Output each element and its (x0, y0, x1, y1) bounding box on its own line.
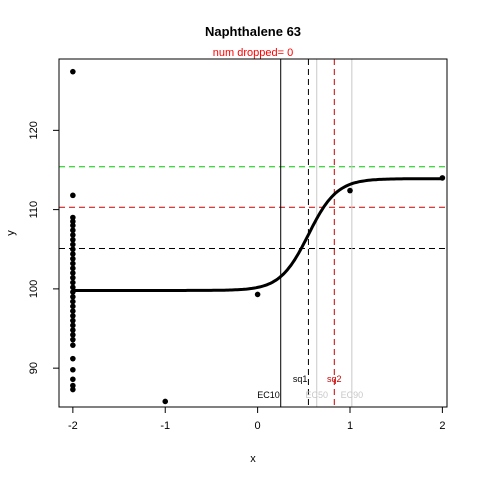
data-point (70, 342, 76, 348)
chart-title: Naphthalene 63 (205, 24, 301, 39)
plot-area: EC10 sq1 EC50 sq2 EC90 (59, 59, 447, 407)
x-tick-label: 0 (255, 420, 261, 432)
y-tick-label: 90 (28, 362, 40, 374)
x-tick-label: -2 (68, 420, 78, 432)
data-point (439, 175, 446, 181)
data-point (70, 222, 76, 229)
x-tick-label: 2 (439, 420, 445, 432)
x-tick-label: 1 (347, 420, 353, 432)
data-point (70, 68, 76, 75)
data-point (70, 386, 76, 393)
data-point (70, 241, 76, 248)
data-point (70, 322, 76, 329)
data-point (70, 279, 76, 286)
data-point (70, 313, 76, 319)
data-point (254, 291, 261, 298)
data-point (70, 218, 76, 225)
data-point (70, 270, 76, 276)
data-point (70, 227, 76, 234)
y-tick-label: 120 (28, 121, 40, 139)
data-point (70, 382, 76, 389)
data-point (70, 260, 76, 267)
data-point (70, 246, 76, 253)
data-point (70, 303, 76, 310)
data-point (70, 274, 76, 281)
y-tick-label: 110 (28, 201, 40, 219)
data-point (70, 255, 76, 262)
data-point (70, 355, 76, 362)
x-tick-label: -1 (160, 420, 170, 432)
data-point (70, 284, 76, 291)
data-point (70, 317, 76, 324)
plot-frame (58, 58, 448, 408)
label-sq1: sq1 (293, 374, 308, 384)
data-point (70, 294, 76, 300)
axes: -2 -1 0 1 2 90 100 110 120 (28, 121, 445, 432)
x-axis-label: x (250, 453, 256, 465)
data-point (70, 236, 76, 243)
data-point (70, 265, 76, 272)
chart-subtitle: num dropped= 0 (213, 47, 293, 59)
label-sq2: sq2 (327, 374, 342, 384)
data-point (70, 232, 76, 238)
label-ec90: EC90 (341, 390, 364, 400)
data-point (70, 192, 76, 199)
data-point (70, 376, 76, 383)
data-point (70, 336, 76, 343)
y-tick-label: 100 (28, 280, 40, 298)
fitted-curve (72, 177, 443, 292)
data-point (162, 398, 169, 405)
data-point (70, 308, 76, 314)
y-axis-label: y (5, 230, 17, 236)
data-point (70, 327, 76, 333)
label-ec50: EC50 (305, 390, 328, 400)
data-point (70, 251, 76, 257)
data-point (70, 332, 76, 338)
data-point (70, 289, 76, 295)
data-point (70, 366, 76, 373)
data-point (347, 187, 353, 194)
data-point (70, 298, 76, 305)
data-point (70, 214, 76, 221)
label-ec10: EC10 (257, 390, 280, 400)
